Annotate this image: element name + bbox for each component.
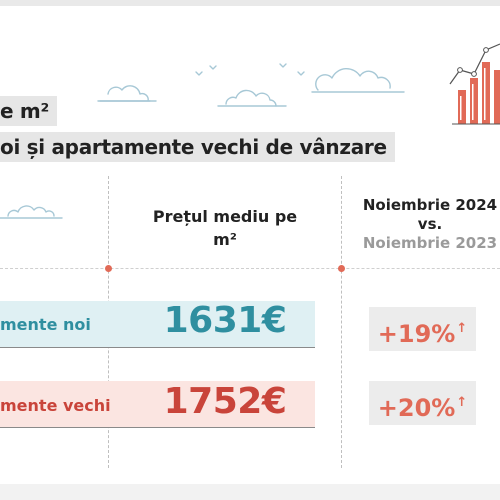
row-band-new xyxy=(0,301,315,347)
header-rule xyxy=(0,268,500,269)
title-line-1: e m² xyxy=(0,96,57,126)
change-badge-old: +20%↑ xyxy=(369,381,476,425)
bottom-frame-bar xyxy=(0,484,500,500)
cloud-icon xyxy=(311,67,405,93)
arrow-up-icon: ↑ xyxy=(456,321,468,336)
row-underline xyxy=(0,427,315,428)
divider-dot xyxy=(338,265,345,272)
bird-icon xyxy=(209,65,217,70)
divider-dot xyxy=(105,265,112,272)
cloud-icon xyxy=(97,85,157,102)
top-frame-bar xyxy=(0,0,500,6)
change-value-new: +19% xyxy=(377,320,456,348)
row-label-old: mente vechi xyxy=(0,396,111,415)
row-label-new: mente noi xyxy=(0,315,91,334)
cloud-decoration xyxy=(0,63,405,219)
compare-previous-period: Noiembrie 2023 xyxy=(362,234,498,252)
row-price-old: 1752€ xyxy=(163,381,287,422)
compare-vs: vs. xyxy=(417,215,443,233)
title-line-2: oi și apartamente vechi de vânzare xyxy=(0,132,395,162)
arrow-up-icon: ↑ xyxy=(456,395,468,410)
column-divider xyxy=(341,176,342,468)
comparison-column-header: Noiembrie 2024 vs. Noiembrie 2023 xyxy=(350,196,500,253)
row-band-old xyxy=(0,381,315,427)
bird-icon xyxy=(297,71,305,76)
bar-chart-growth-icon xyxy=(449,43,500,125)
row-price-new: 1631€ xyxy=(163,300,287,341)
cloud-icon xyxy=(217,89,287,107)
change-badge-new: +19%↑ xyxy=(369,307,476,351)
compare-current-period: Noiembrie 2024 xyxy=(362,196,498,214)
bird-icon xyxy=(279,63,287,68)
bird-icon xyxy=(195,71,203,76)
price-column-header: Prețul mediu pe m² xyxy=(152,207,298,249)
change-value-old: +20% xyxy=(377,394,456,422)
row-underline xyxy=(0,347,315,348)
cloud-icon xyxy=(0,205,63,219)
